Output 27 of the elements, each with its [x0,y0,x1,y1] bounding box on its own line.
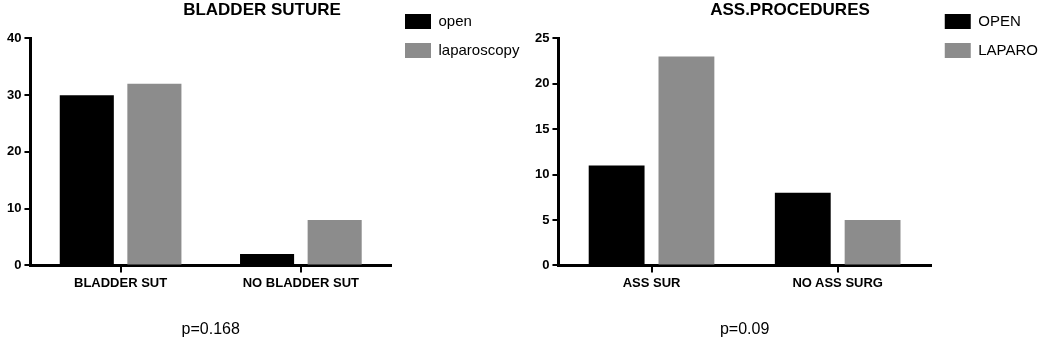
bar [127,83,182,265]
y-tick-label: 20 [534,75,550,91]
legend-label: open [438,11,472,29]
y-tick-label: 25 [534,29,550,45]
y-tick-label: 10 [6,200,22,216]
legend-label: laparoscopy [438,40,520,58]
y-tick-label: 15 [534,120,550,136]
y-tick-label: 40 [6,29,22,45]
x-tick-label: NO ASS SURG [792,274,883,290]
text: p=0.09 [719,320,770,337]
bar [658,56,715,265]
bar [844,220,901,265]
chart-title: BLADDER SUTURE [183,0,341,19]
legend-label: OPEN [978,11,1021,29]
y-tick-label: 10 [534,166,550,182]
chart-title: ASS.PROCEDURES [710,0,870,19]
x-tick-label: ASS SUR [622,274,682,290]
y-tick-label: 0 [14,256,22,272]
text: p=0.168 [181,320,240,337]
legend-label: LAPARO [978,40,1039,58]
x-tick-label: NO BLADDER SUT [242,274,360,290]
y-tick-label: 5 [542,211,550,227]
bar [307,220,362,265]
y-tick-label: 20 [6,143,22,159]
y-tick-label: 0 [542,256,550,272]
y-tick-label: 30 [6,86,22,102]
x-tick-label: BLADDER SUT [74,274,168,290]
